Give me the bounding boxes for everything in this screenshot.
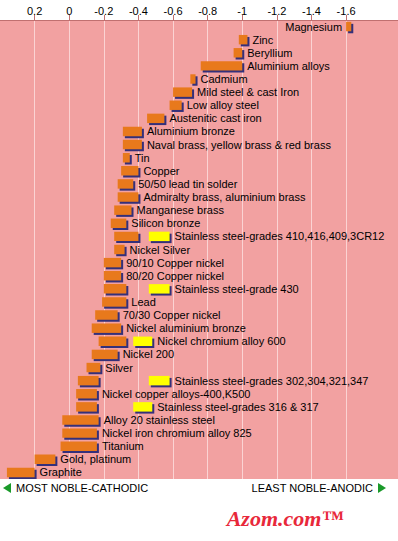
svg-text:Manganese brass: Manganese brass xyxy=(137,204,225,216)
svg-text:Nickel iron chromium alloy 825: Nickel iron chromium alloy 825 xyxy=(102,427,252,439)
svg-text:Stainless steel-grade 430: Stainless steel-grade 430 xyxy=(175,283,299,295)
svg-text:Stainless steel-grades 302,304: Stainless steel-grades 302,304,321,347 xyxy=(175,375,369,387)
svg-text:Nickel aluminium bronze: Nickel aluminium bronze xyxy=(126,322,246,334)
svg-text:Nickel Silver: Nickel Silver xyxy=(130,244,191,256)
svg-text:Alloy 20 stainless steel: Alloy 20 stainless steel xyxy=(104,414,215,426)
svg-text:Nickel copper alloys-400,K500: Nickel copper alloys-400,K500 xyxy=(102,388,251,400)
svg-text:Magnesium: Magnesium xyxy=(285,21,342,33)
svg-text:-1.2: -1.2 xyxy=(267,5,286,17)
svg-text:70/30 Copper nickel: 70/30 Copper nickel xyxy=(123,309,221,321)
svg-text:Lead: Lead xyxy=(131,296,155,308)
svg-text:-0.4: -0.4 xyxy=(129,5,148,17)
svg-text:Titanium: Titanium xyxy=(102,440,144,452)
svg-text:0: 0 xyxy=(66,5,72,17)
svg-text:Aluminium bronze: Aluminium bronze xyxy=(147,125,235,137)
svg-text:50/50 lead tin solder: 50/50 lead tin solder xyxy=(138,178,237,190)
svg-text:-0.8: -0.8 xyxy=(198,5,217,17)
svg-text:Nickel chromium alloy 600: Nickel chromium alloy 600 xyxy=(157,335,285,347)
svg-text:-0.6: -0.6 xyxy=(164,5,183,17)
svg-text:0.2: 0.2 xyxy=(27,5,42,17)
svg-text:80/20 Copper nickel: 80/20 Copper nickel xyxy=(126,270,224,282)
svg-text:MOST NOBLE-CATHODIC: MOST NOBLE-CATHODIC xyxy=(16,482,148,494)
svg-text:Beryllium: Beryllium xyxy=(247,47,292,59)
svg-text:Silicon bronze: Silicon bronze xyxy=(131,217,200,229)
svg-text:Low alloy steel: Low alloy steel xyxy=(187,99,259,111)
svg-text:Nickel 200: Nickel 200 xyxy=(123,348,174,360)
svg-text:-0.2: -0.2 xyxy=(94,5,113,17)
svg-text:Stainless steel-grades 410,416: Stainless steel-grades 410,416,409,3CR12 xyxy=(175,230,385,242)
svg-text:Copper: Copper xyxy=(143,165,179,177)
svg-text:Aluminium alloys: Aluminium alloys xyxy=(247,60,330,72)
svg-text:-1.4: -1.4 xyxy=(302,5,321,17)
svg-text:LEAST NOBLE-ANODIC: LEAST NOBLE-ANODIC xyxy=(252,482,373,494)
svg-text:Silver: Silver xyxy=(105,362,133,374)
svg-text:-1.6: -1.6 xyxy=(337,5,356,17)
svg-text:Graphite: Graphite xyxy=(40,466,82,478)
svg-text:Stainless steel-grades 316 & 3: Stainless steel-grades 316 & 317 xyxy=(157,401,318,413)
svg-text:Naval brass, yellow brass & re: Naval brass, yellow brass & red brass xyxy=(147,139,332,151)
svg-text:Azom.com™: Azom.com™ xyxy=(225,506,345,531)
svg-text:-1: -1 xyxy=(237,5,247,17)
svg-text:Gold, platinum: Gold, platinum xyxy=(60,453,131,465)
svg-text:Mild steel & cast Iron: Mild steel & cast Iron xyxy=(197,86,299,98)
svg-text:Cadmium: Cadmium xyxy=(201,73,248,85)
svg-text:Austenitic cast iron: Austenitic cast iron xyxy=(169,112,261,124)
svg-text:Admiralty brass, aluminium bra: Admiralty brass, aluminium brass xyxy=(143,191,305,203)
svg-text:Zinc: Zinc xyxy=(252,34,273,46)
svg-text:90/10 Copper nickel: 90/10 Copper nickel xyxy=(126,257,224,269)
svg-text:Tin: Tin xyxy=(135,152,150,164)
